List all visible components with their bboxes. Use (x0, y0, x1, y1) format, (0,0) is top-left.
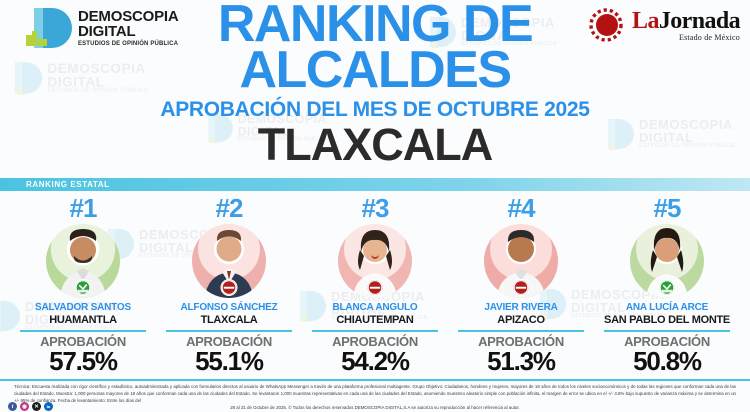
municipality-name: HUAMANTLA (49, 314, 117, 326)
avatar (630, 224, 704, 298)
methodology-footnote: Técnica: Encuesta realizada con rigor ci… (0, 381, 750, 411)
rank-number: #3 (361, 193, 390, 223)
lajornada-subtitle: Estado de México (679, 32, 740, 42)
avatar (484, 224, 558, 298)
methodology-text: Técnica: Encuesta realizada con rigor ci… (14, 384, 736, 404)
title-block: RANKING DE ALCALDES APROBACIÓN DEL MES D… (0, 0, 750, 122)
approval-value: 57.5% (49, 345, 118, 376)
page-title-line1: RANKING DE (217, 0, 534, 53)
ranking-card[interactable]: #1 SAL (12, 195, 154, 375)
rank-number: #1 (69, 193, 98, 223)
ranking-card[interactable]: #3 BLANC (304, 195, 446, 375)
approval-label: APROBACIÓN (40, 333, 126, 349)
demoscopia-d-mark-icon (26, 8, 72, 48)
mayor-name: JAVIER RIVERA (484, 302, 558, 313)
lajornada-logo: LaJornada Estado de México (587, 6, 741, 44)
ranking-card[interactable]: #2 ALFONSO SÁNCHEZ (158, 195, 300, 375)
mayor-name: SALVADOR SANTOS (35, 302, 131, 313)
municipality-name: TLAXCALA (200, 314, 258, 326)
mayor-name: BLANCA ANGULO (332, 302, 418, 313)
page-title-line2: ALCALDES (239, 40, 512, 99)
rank-number: #4 (507, 193, 536, 223)
avatar (338, 224, 412, 298)
demoscopia-logo-line1: DEMOSCOPIA (78, 8, 179, 26)
footer-divider (0, 378, 750, 382)
card-divider (166, 329, 292, 332)
party-badge (366, 279, 384, 296)
card-divider (458, 329, 584, 332)
approval-label: APROBACIÓN (478, 333, 564, 349)
lajornada-wordmark: LaJornada (632, 7, 741, 34)
social-links: f ◉ ✕ in (8, 402, 53, 411)
municipality-name: APIZACO (497, 314, 545, 326)
state-name: TLAXCALA (257, 119, 493, 170)
x-twitter-icon[interactable]: ✕ (32, 402, 41, 411)
page-subtitle: APROBACIÓN DEL MES DE OCTUBRE 2025 (160, 97, 590, 121)
municipality-name: CHIAUTEMPAN (336, 314, 414, 326)
card-divider (312, 329, 438, 332)
avatar (192, 224, 266, 298)
approval-value: 55.1% (195, 345, 264, 376)
ranking-cards: #1 SAL (0, 191, 750, 375)
party-badge (512, 279, 530, 296)
party-badge (658, 279, 676, 296)
avatar (46, 224, 120, 298)
card-divider (20, 329, 146, 332)
party-badge (220, 279, 238, 296)
facebook-icon[interactable]: f (8, 402, 17, 411)
mayor-name: ALFONSO SÁNCHEZ (180, 302, 278, 313)
ranking-strip-label: RANKING ESTATAL (26, 180, 110, 189)
lajornada-name: Jornada (658, 7, 741, 34)
rank-number: #5 (653, 193, 682, 223)
demoscopia-logo: DEMOSCOPIA DIGITAL ESTUDIOS DE OPINIÓN P… (26, 8, 179, 48)
party-badge (74, 279, 92, 296)
methodology-text-end: 28 al 31 de Octubre de 2025. © Todos los… (230, 404, 520, 410)
rank-number: #2 (215, 193, 244, 223)
municipality-name: SAN PABLO DEL MONTE (604, 314, 730, 326)
ranking-card[interactable]: #4 JAVIER RIVERA APIZACO (450, 195, 592, 375)
approval-value: 51.3% (487, 345, 556, 376)
approval-label: APROBACIÓN (186, 333, 272, 349)
lajornada-prefix: La (632, 7, 659, 34)
ranking-strip: RANKING ESTATAL (0, 178, 750, 191)
demoscopia-logo-line2: DIGITAL (78, 23, 136, 41)
lajornada-gear-icon (587, 6, 627, 44)
mayor-name: ANA LUCÍA ARCE (625, 302, 709, 313)
ranking-card[interactable]: #5 ANA (596, 195, 738, 375)
header: DEMOSCOPIA DIGITAL ESTUDIOS DE OPINIÓN P… (0, 0, 750, 121)
approval-value: 54.2% (341, 345, 410, 376)
demoscopia-logo-tagline: ESTUDIOS DE OPINIÓN PÚBLICA (78, 40, 179, 47)
card-divider (604, 329, 730, 332)
instagram-icon[interactable]: ◉ (20, 402, 29, 411)
approval-label: APROBACIÓN (624, 333, 710, 349)
approval-value: 50.8% (633, 345, 702, 376)
approval-label: APROBACIÓN (332, 333, 418, 349)
linkedin-icon[interactable]: in (44, 402, 53, 411)
